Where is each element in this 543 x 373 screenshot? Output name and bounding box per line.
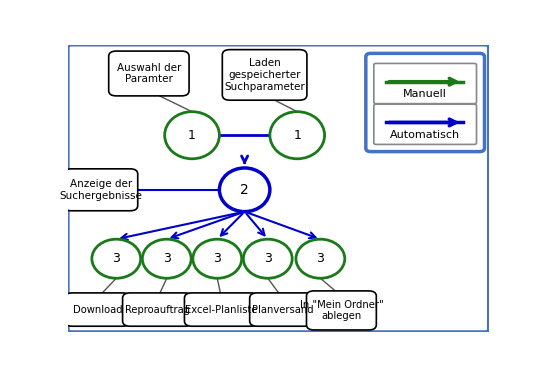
Text: 2: 2 [240, 183, 249, 197]
Ellipse shape [243, 239, 292, 278]
FancyBboxPatch shape [374, 63, 477, 104]
Text: 3: 3 [163, 252, 171, 265]
Text: Manuell: Manuell [403, 89, 447, 99]
Text: Planversand: Planversand [252, 305, 313, 314]
Text: Automatisch: Automatisch [390, 130, 460, 140]
Text: Excel-Planliste: Excel-Planliste [185, 305, 258, 314]
Ellipse shape [142, 239, 191, 278]
Ellipse shape [193, 239, 242, 278]
FancyBboxPatch shape [250, 293, 315, 326]
FancyBboxPatch shape [64, 169, 138, 211]
Text: 1: 1 [188, 129, 196, 142]
FancyBboxPatch shape [366, 53, 484, 151]
FancyBboxPatch shape [65, 293, 130, 326]
FancyBboxPatch shape [306, 291, 376, 330]
Text: In "Mein Ordner"
ablegen: In "Mein Ordner" ablegen [300, 300, 383, 321]
FancyBboxPatch shape [123, 293, 192, 326]
Text: 3: 3 [264, 252, 272, 265]
FancyBboxPatch shape [374, 104, 477, 144]
Ellipse shape [296, 239, 345, 278]
Text: Anzeige der
Suchergebnisse: Anzeige der Suchergebnisse [59, 179, 142, 201]
Text: Laden
gespeicherter
Suchparameter: Laden gespeicherter Suchparameter [224, 58, 305, 91]
Ellipse shape [165, 112, 219, 159]
Text: 3: 3 [213, 252, 221, 265]
Ellipse shape [92, 239, 141, 278]
Text: Auswahl der
Paramter: Auswahl der Paramter [117, 63, 181, 84]
Text: 1: 1 [293, 129, 301, 142]
Text: Download: Download [73, 305, 122, 314]
Text: Reproauftrag: Reproauftrag [125, 305, 190, 314]
FancyBboxPatch shape [68, 45, 489, 332]
Text: 3: 3 [317, 252, 324, 265]
FancyBboxPatch shape [109, 51, 189, 96]
FancyBboxPatch shape [222, 50, 307, 100]
Ellipse shape [219, 168, 270, 211]
FancyBboxPatch shape [185, 293, 258, 326]
Text: 3: 3 [112, 252, 120, 265]
Ellipse shape [270, 112, 325, 159]
